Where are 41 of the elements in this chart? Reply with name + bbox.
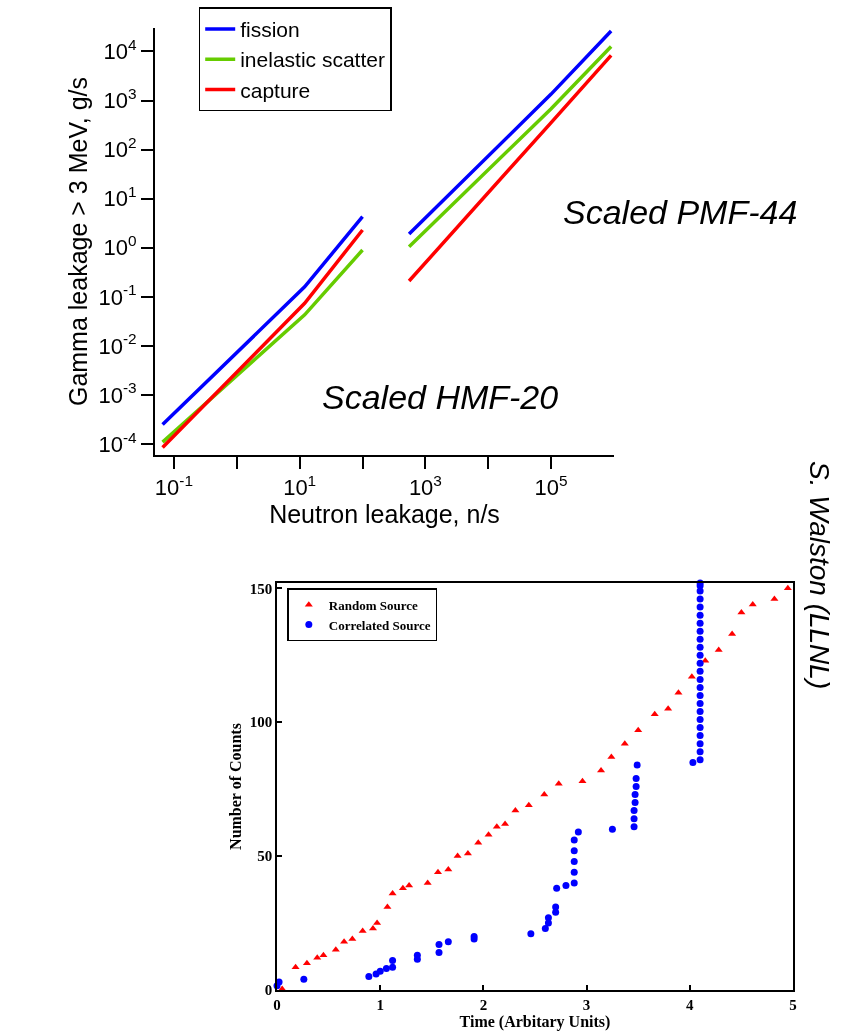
y-tick-label: 150 bbox=[249, 580, 273, 597]
x-tick-label: 1 bbox=[376, 996, 384, 1013]
point bbox=[783, 584, 792, 591]
y-tick-label: 10$^{2}$ bbox=[103, 134, 137, 163]
x-tick-label: 10$^{3}$ bbox=[408, 472, 442, 501]
y-tick-label: 50 bbox=[257, 848, 273, 865]
y-axis-title: Gamma leakage > 3 MeV, g/s bbox=[63, 76, 92, 407]
x-tick-label: 3 bbox=[582, 996, 591, 1013]
point bbox=[368, 924, 378, 931]
x-tick-label: 10$^{-1}$ bbox=[154, 472, 194, 501]
y-tick-label: 10$^{1}$ bbox=[103, 183, 137, 212]
point bbox=[597, 766, 606, 773]
annotation: Scaled HMF-20 bbox=[322, 378, 559, 416]
text: S. Walston (LLNL) bbox=[804, 461, 835, 690]
y-tick-label: 10$^{-2}$ bbox=[98, 330, 137, 359]
y-tick-label: 10$^{4}$ bbox=[103, 35, 138, 65]
legend-label: Correlated Source bbox=[328, 617, 431, 633]
legend-label: Random Source bbox=[328, 597, 419, 613]
point bbox=[748, 600, 757, 607]
x-axis-title: Neutron leakage, n/s bbox=[269, 500, 500, 529]
x-tick-label: 10$^{5}$ bbox=[534, 472, 568, 501]
y-tick-label: 10$^{-4}$ bbox=[98, 428, 138, 457]
y-tick-label: 10$^{-1}$ bbox=[98, 281, 137, 310]
y-tick-label: 0 bbox=[264, 982, 273, 999]
y-axis-title: Number of Counts bbox=[227, 723, 245, 850]
annotation: Scaled PMF-44 bbox=[563, 193, 798, 231]
legend-label: inelastic scatter bbox=[240, 48, 385, 72]
x-tick-label: 2 bbox=[479, 996, 488, 1013]
x-tick-label: 4 bbox=[686, 996, 695, 1013]
x-tick-label: 10$^{1}$ bbox=[283, 472, 317, 501]
legend-label: capture bbox=[240, 78, 311, 102]
y-tick-label: 10$^{-3}$ bbox=[98, 379, 137, 408]
legend-label: fission bbox=[240, 18, 300, 42]
x-tick-label: 5 bbox=[789, 996, 797, 1013]
y-tick-label: 10$^{3}$ bbox=[103, 84, 137, 114]
point bbox=[737, 608, 746, 615]
y-tick-label: 100 bbox=[249, 714, 273, 731]
point bbox=[634, 726, 643, 733]
y-tick-label: 10$^{0}$ bbox=[103, 232, 137, 261]
point bbox=[463, 849, 472, 856]
x-axis-title: Time (Arbitary Units) bbox=[459, 1012, 611, 1031]
